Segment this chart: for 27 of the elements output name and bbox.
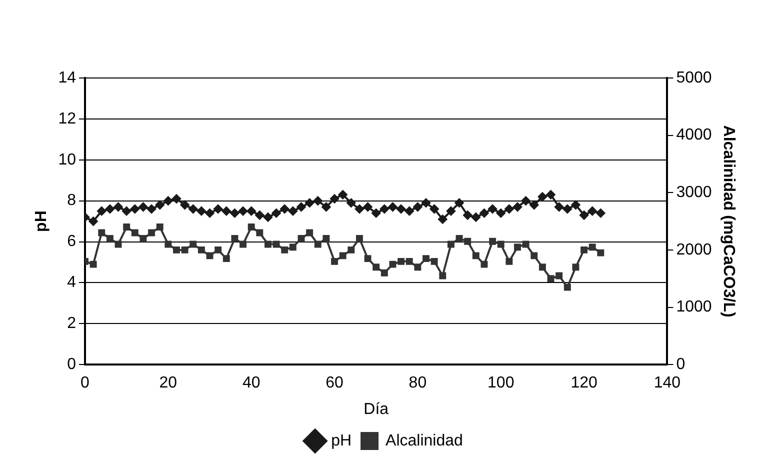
x-axis-title: Día: [364, 400, 389, 418]
y2-tick-label: 4000: [676, 126, 712, 144]
x-tick-label: 40: [242, 374, 260, 392]
y2-tick-label: 1000: [676, 298, 712, 316]
x-tick-label: 80: [408, 374, 427, 392]
y-tick-label: 14: [58, 69, 76, 86]
legend-label: Alcalinidad: [386, 432, 463, 450]
y2-tick-label: 0: [676, 356, 686, 374]
y2-tick-label: 2000: [676, 241, 712, 258]
y-tick-label: 8: [67, 192, 76, 210]
x-tick-label: 140: [654, 374, 681, 392]
y-tick-label: 0: [67, 356, 76, 374]
legend-label: pH: [331, 432, 352, 450]
y2-axis-title: Alcalinidad (mgCaCO3/L): [720, 125, 737, 318]
y-tick-label: 2: [67, 315, 76, 332]
y2-tick-label: 3000: [676, 184, 712, 202]
y2-tick-label: 5000: [676, 69, 712, 86]
x-tick-label: 20: [159, 374, 178, 392]
x-tick-label: 0: [80, 374, 90, 392]
y-axis-title: pH: [33, 210, 50, 232]
y-tick-label: 6: [67, 233, 76, 250]
y-tick-label: 10: [58, 151, 76, 168]
x-tick-label: 120: [570, 374, 598, 392]
x-tick-label: 60: [326, 374, 344, 392]
y-tick-label: 12: [58, 110, 76, 128]
x-tick-label: 100: [488, 374, 514, 392]
y-tick-label: 4: [67, 274, 76, 292]
